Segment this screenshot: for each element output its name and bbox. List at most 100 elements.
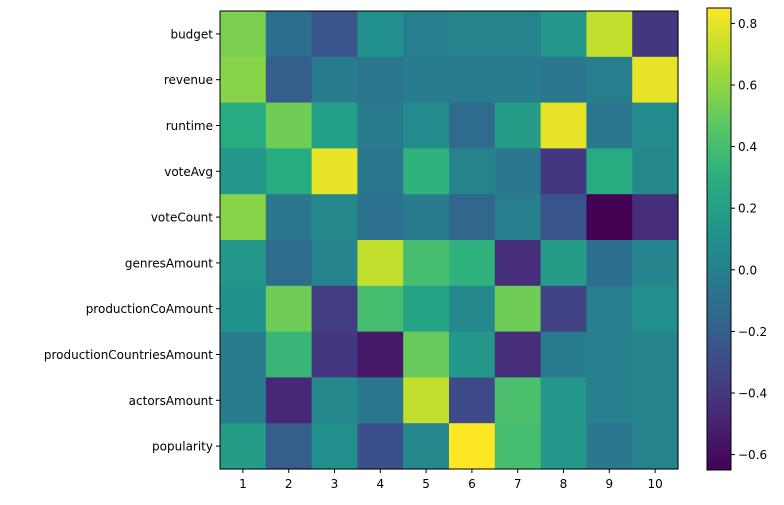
heatmap-cell-revenue-4 bbox=[357, 56, 404, 104]
heatmap-cell-productionCoAmount-8 bbox=[540, 285, 587, 333]
colorbar-tick-label: 0.8 bbox=[738, 17, 757, 31]
heatmap-cell-productionCountriesAmount-5 bbox=[403, 331, 450, 378]
heatmap-cell-voteAvg-8 bbox=[540, 148, 587, 195]
heatmap-cell-voteAvg-4 bbox=[357, 148, 404, 195]
plot-frame bbox=[219, 10, 679, 470]
x-tick-label: 2 bbox=[285, 477, 293, 491]
x-tick-label: 7 bbox=[514, 477, 522, 491]
heatmap-cell-runtime-1 bbox=[220, 102, 267, 149]
heatmap-cell-revenue-9 bbox=[586, 56, 633, 104]
heatmap-cell-genresAmount-4 bbox=[357, 240, 404, 287]
colorbar-ticks: −0.6 −0.4 −0.2 0.0 0.2 0.4 0.6 0.8 bbox=[731, 17, 767, 462]
heatmap-cell-genresAmount-9 bbox=[586, 240, 633, 287]
heatmap-cell-revenue-2 bbox=[265, 56, 313, 104]
y-tick-label: actorsAmount bbox=[129, 394, 214, 408]
heatmap-cell-actorsAmount-8 bbox=[540, 377, 587, 424]
heatmap-cell-voteCount-2 bbox=[265, 194, 313, 241]
heatmap-cell-popularity-8 bbox=[540, 423, 587, 470]
heatmap-cell-popularity-6 bbox=[449, 423, 496, 470]
y-tick-label: voteAvg bbox=[164, 165, 213, 179]
heatmap-cell-runtime-5 bbox=[403, 102, 450, 149]
heatmap-cell-voteCount-8 bbox=[540, 194, 587, 241]
heatmap-cell-runtime-3 bbox=[311, 102, 358, 149]
heatmap-cell-productionCountriesAmount-7 bbox=[494, 331, 542, 378]
heatmap-cell-productionCoAmount-10 bbox=[632, 285, 679, 333]
heatmap-cell-voteCount-4 bbox=[357, 194, 404, 241]
heatmap-cell-actorsAmount-6 bbox=[449, 377, 496, 424]
heatmap-cell-voteAvg-6 bbox=[449, 148, 496, 195]
heatmap-cell-revenue-3 bbox=[311, 56, 358, 104]
heatmap-cell-revenue-1 bbox=[220, 56, 267, 104]
y-axis: budget revenue runtime voteAvg voteCount genr… bbox=[44, 27, 220, 454]
heatmap-cell-revenue-6 bbox=[449, 56, 496, 104]
heatmap-cell-productionCoAmount-9 bbox=[586, 285, 633, 333]
heatmap-cell-revenue-7 bbox=[494, 56, 542, 104]
x-tick-label: 3 bbox=[331, 477, 339, 491]
heatmap-cell-voteAvg-9 bbox=[586, 148, 633, 195]
heatmap-cell-voteCount-6 bbox=[449, 194, 496, 241]
heatmap-cell-productionCountriesAmount-1 bbox=[220, 331, 267, 378]
heatmap-cell-productionCountriesAmount-6 bbox=[449, 331, 496, 378]
y-tick-label: voteCount bbox=[151, 211, 213, 225]
heatmap-cell-actorsAmount-7 bbox=[494, 377, 542, 424]
y-tick-label: runtime bbox=[166, 119, 213, 133]
heatmap-cell-voteCount-10 bbox=[632, 194, 679, 241]
heatmap-cell-voteAvg-10 bbox=[632, 148, 679, 195]
heatmap-cell-productionCountriesAmount-10 bbox=[632, 331, 679, 378]
heatmap-cell-budget-6 bbox=[449, 11, 496, 58]
heatmap-cell-voteAvg-5 bbox=[403, 148, 450, 195]
heatmap-cell-runtime-4 bbox=[357, 102, 404, 149]
heatmap-cell-genresAmount-8 bbox=[540, 240, 587, 287]
heatmap-cell-budget-10 bbox=[632, 11, 679, 58]
heatmap-cell-runtime-8 bbox=[540, 102, 587, 149]
colorbar-tick-label: 0.2 bbox=[738, 202, 757, 216]
heatmap-cell-voteAvg-2 bbox=[265, 148, 313, 195]
heatmap-cells bbox=[220, 11, 679, 470]
heatmap-cell-budget-7 bbox=[494, 11, 542, 58]
heatmap-cell-popularity-4 bbox=[357, 423, 404, 470]
heatmap-cell-genresAmount-3 bbox=[311, 240, 358, 287]
heatmap-cell-budget-2 bbox=[265, 11, 313, 58]
colorbar-tick-label: 0.0 bbox=[738, 263, 757, 277]
x-axis: 1 2 3 4 5 6 7 8 9 10 bbox=[239, 469, 663, 491]
heatmap-cell-actorsAmount-2 bbox=[265, 377, 313, 424]
heatmap-cell-genresAmount-1 bbox=[220, 240, 267, 287]
colorbar-tick-label: −0.4 bbox=[738, 387, 767, 401]
heatmap-cell-productionCountriesAmount-4 bbox=[357, 331, 404, 378]
heatmap-cell-productionCoAmount-1 bbox=[220, 285, 267, 333]
colorbar-gradient bbox=[706, 7, 732, 471]
heatmap-cell-popularity-5 bbox=[403, 423, 450, 470]
heatmap-cell-popularity-7 bbox=[494, 423, 542, 470]
heatmap-cell-genresAmount-2 bbox=[265, 240, 313, 287]
colorbar: −0.6 −0.4 −0.2 0.0 0.2 0.4 0.6 0.8 bbox=[706, 7, 767, 471]
heatmap-cell-voteAvg-3 bbox=[311, 148, 358, 195]
y-tick-label: popularity bbox=[152, 440, 213, 454]
colorbar-tick-label: 0.4 bbox=[738, 140, 757, 154]
heatmap-cell-productionCoAmount-2 bbox=[265, 285, 313, 333]
y-tick-label: budget bbox=[170, 27, 213, 41]
heatmap-cell-actorsAmount-4 bbox=[357, 377, 404, 424]
heatmap-cell-productionCoAmount-5 bbox=[403, 285, 450, 333]
x-tick-label: 4 bbox=[376, 477, 384, 491]
heatmap-cell-productionCoAmount-3 bbox=[311, 285, 358, 333]
y-tick-label: productionCountriesAmount bbox=[44, 348, 213, 362]
heatmap-cell-actorsAmount-1 bbox=[220, 377, 267, 424]
heatmap-cell-runtime-2 bbox=[265, 102, 313, 149]
colorbar-tick-label: 0.6 bbox=[738, 79, 757, 93]
heatmap-cell-actorsAmount-3 bbox=[311, 377, 358, 424]
heatmap-cell-voteCount-1 bbox=[220, 194, 267, 241]
x-tick-label: 10 bbox=[647, 477, 662, 491]
heatmap-cell-genresAmount-6 bbox=[449, 240, 496, 287]
y-tick-label: genresAmount bbox=[125, 256, 213, 270]
heatmap-cell-budget-8 bbox=[540, 11, 587, 58]
y-tick-label: revenue bbox=[164, 73, 213, 87]
heatmap-cell-runtime-7 bbox=[494, 102, 542, 149]
x-tick-label: 6 bbox=[468, 477, 476, 491]
heatmap-cell-budget-1 bbox=[220, 11, 267, 58]
heatmap-cell-genresAmount-5 bbox=[403, 240, 450, 287]
heatmap-cell-actorsAmount-10 bbox=[632, 377, 679, 424]
x-tick-label: 9 bbox=[605, 477, 613, 491]
heatmap-cell-runtime-6 bbox=[449, 102, 496, 149]
heatmap-cell-popularity-10 bbox=[632, 423, 679, 470]
